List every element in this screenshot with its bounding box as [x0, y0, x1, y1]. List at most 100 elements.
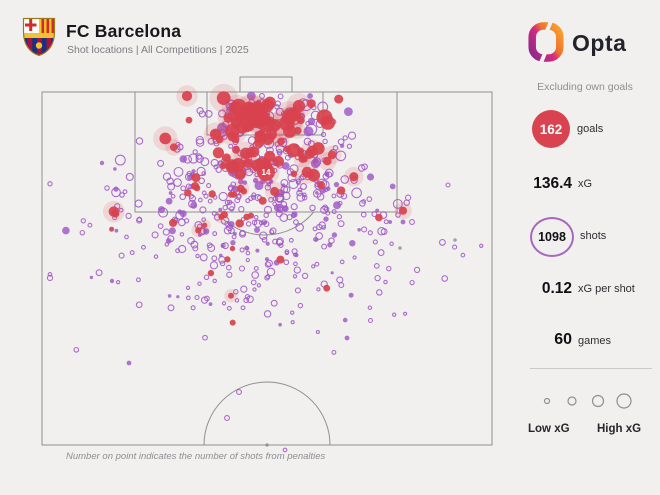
- shot-dot: [207, 244, 216, 252]
- shot-dot: [164, 242, 170, 247]
- shot-dot: [336, 276, 344, 284]
- goal-dot: [283, 124, 297, 138]
- shot-dot: [266, 267, 276, 277]
- shot-dot: [438, 238, 446, 246]
- goal-dot: [229, 245, 236, 252]
- shot-dot: [278, 242, 284, 248]
- shot-dot: [209, 261, 219, 270]
- shot-dot: [320, 131, 327, 138]
- shot-dot: [240, 285, 248, 293]
- shot-dot: [296, 180, 301, 186]
- goal-dot: [307, 169, 321, 182]
- shot-dot: [295, 223, 304, 232]
- shot-dot: [296, 189, 303, 197]
- shot-dot: [195, 153, 203, 160]
- shot-dot: [460, 252, 466, 258]
- shot-dot: [208, 302, 213, 306]
- shot-dot: [202, 334, 208, 341]
- shot-dot: [303, 126, 314, 137]
- shot-dot: [175, 248, 181, 254]
- shot-dot: [166, 177, 174, 185]
- shot-dot: [196, 107, 204, 115]
- goal-dot: [212, 147, 224, 159]
- shot-dot: [290, 310, 295, 315]
- goal-dot: [201, 222, 208, 228]
- shot-dot: [375, 208, 380, 213]
- shot-dot: [246, 295, 254, 303]
- shot-dot: [305, 120, 311, 127]
- goal-dot: [224, 256, 231, 263]
- shot-dot: [243, 297, 250, 304]
- penalty-dot: [257, 163, 275, 181]
- shot-dot: [398, 246, 402, 250]
- goals-label: goals: [577, 123, 604, 135]
- shot-dot: [234, 298, 240, 303]
- goal-dot: [398, 206, 408, 215]
- shot-dot: [79, 229, 86, 236]
- shot-dot: [409, 279, 415, 286]
- shot-dot: [346, 143, 353, 149]
- shot-dot: [118, 207, 124, 213]
- shot-dot: [256, 283, 262, 288]
- shot-dot: [254, 181, 264, 191]
- shot-dot: [344, 107, 353, 116]
- shot-dot: [290, 320, 295, 325]
- shot-dot: [272, 238, 279, 245]
- shot-dot: [190, 201, 198, 209]
- shot-dot: [204, 295, 210, 302]
- shot-dot: [292, 252, 298, 257]
- goal-dot: [230, 191, 238, 198]
- shot-dot: [168, 227, 176, 235]
- shot-dot: [199, 206, 207, 214]
- shot-dot: [250, 279, 257, 286]
- shot-dot: [255, 248, 260, 253]
- shot-dot: [190, 240, 199, 249]
- shot-dot: [361, 226, 368, 233]
- penalty-count-label: 14: [262, 168, 271, 177]
- shot-dot: [360, 211, 367, 218]
- goal-dot: [327, 150, 337, 160]
- shot-dot: [204, 110, 213, 118]
- legend-size-circle-3: [591, 394, 605, 408]
- shots-label: shots: [580, 230, 607, 242]
- shot-dot: [452, 244, 458, 250]
- shot-dot: [221, 301, 227, 306]
- goal-dot: [169, 218, 178, 227]
- shot-dot: [293, 261, 298, 267]
- shot-dot: [245, 198, 251, 204]
- shot-dot: [301, 272, 309, 280]
- goal-dot: [191, 182, 200, 190]
- xg-per-shot-value: 0.12: [541, 280, 572, 297]
- shot-dot: [188, 193, 194, 199]
- shot-dot: [342, 135, 348, 141]
- goal-dot: [254, 132, 266, 144]
- shot-dot: [348, 292, 354, 298]
- shot-dot: [297, 187, 303, 193]
- shot-dot: [340, 175, 350, 184]
- shot-dot: [323, 216, 329, 222]
- shot-dot: [331, 193, 337, 199]
- shot-dot: [195, 154, 204, 163]
- goal-dot: [323, 156, 332, 166]
- excluding-own-goals-note: Excluding own goals: [537, 81, 633, 93]
- shot-dot: [199, 253, 208, 262]
- goal-dot: [236, 184, 245, 193]
- shot-dot: [352, 255, 357, 260]
- shot-dot: [320, 205, 329, 214]
- shot-dot: [333, 181, 340, 188]
- goal-dot: [232, 145, 240, 154]
- shot-dot: [263, 310, 272, 318]
- shot-dot: [265, 274, 271, 280]
- shot-dot: [284, 249, 290, 255]
- shots-stat-circle: 1098: [530, 217, 574, 257]
- shot-dot: [293, 266, 301, 274]
- goal-dot: [184, 189, 192, 197]
- shot-dot: [230, 240, 236, 246]
- shot-dot: [269, 227, 277, 235]
- goal-dot: [270, 186, 279, 196]
- shot-dot: [118, 252, 125, 259]
- shot-dot: [253, 219, 263, 228]
- shot-dot: [136, 217, 143, 224]
- shot-dot: [366, 173, 375, 181]
- shot-dot: [135, 137, 144, 145]
